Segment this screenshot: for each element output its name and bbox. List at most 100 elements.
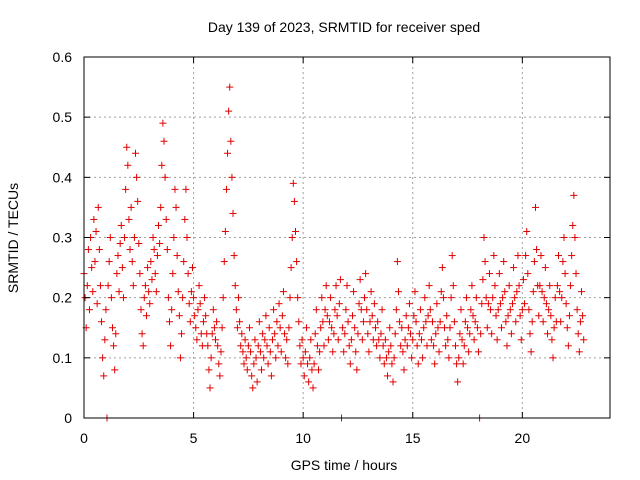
data-point xyxy=(562,300,570,308)
data-point xyxy=(123,143,131,151)
data-point xyxy=(332,282,340,290)
data-point xyxy=(554,252,562,260)
data-point xyxy=(443,312,451,320)
y-tick-label: 0 xyxy=(64,410,72,426)
data-point xyxy=(238,330,246,338)
data-point xyxy=(289,179,297,187)
data-point xyxy=(102,306,110,314)
data-point xyxy=(444,336,452,344)
data-point xyxy=(499,294,507,302)
data-point xyxy=(265,324,273,332)
data-point xyxy=(137,306,145,314)
data-point xyxy=(409,336,417,344)
data-point xyxy=(435,348,443,356)
data-point xyxy=(498,324,506,332)
data-point xyxy=(164,294,172,302)
data-point xyxy=(556,288,564,296)
data-point xyxy=(318,294,326,302)
data-point xyxy=(572,270,580,278)
data-point xyxy=(414,360,422,368)
data-point xyxy=(230,252,238,260)
data-point xyxy=(165,318,173,326)
data-point xyxy=(160,137,168,145)
data-point xyxy=(149,234,157,241)
data-point xyxy=(187,288,195,296)
data-point xyxy=(183,234,191,241)
data-point xyxy=(227,137,235,145)
data-point xyxy=(251,336,259,344)
data-point xyxy=(412,318,420,326)
data-point xyxy=(107,294,115,302)
data-point xyxy=(402,312,410,320)
data-point xyxy=(395,288,403,296)
data-point xyxy=(351,324,359,332)
data-point xyxy=(145,288,153,296)
data-point xyxy=(384,372,392,380)
data-point xyxy=(202,312,210,320)
data-point xyxy=(447,294,455,302)
data-point xyxy=(175,312,183,320)
data-point xyxy=(188,264,196,272)
data-point xyxy=(485,270,493,278)
data-point xyxy=(96,282,104,290)
data-point xyxy=(111,366,119,374)
data-point xyxy=(382,354,390,362)
data-point xyxy=(288,234,296,241)
data-point xyxy=(430,342,438,350)
data-point xyxy=(512,318,520,326)
data-point xyxy=(127,203,135,211)
data-point xyxy=(192,324,200,332)
x-tick-label: 20 xyxy=(515,430,531,446)
data-point xyxy=(212,336,219,344)
x-axis-label: GPS time / hours xyxy=(291,457,398,473)
data-point xyxy=(263,342,271,350)
data-point xyxy=(290,197,298,205)
data-point xyxy=(574,330,582,338)
data-point xyxy=(108,324,116,332)
data-point xyxy=(194,306,202,314)
data-point xyxy=(219,294,227,302)
data-point xyxy=(377,330,385,338)
data-point xyxy=(523,227,531,235)
data-point xyxy=(104,282,112,290)
data-point xyxy=(134,197,142,205)
data-point xyxy=(325,318,333,326)
data-point xyxy=(415,330,423,338)
data-point xyxy=(527,348,535,356)
data-point xyxy=(411,288,419,296)
data-point xyxy=(426,306,434,314)
data-point xyxy=(141,282,149,290)
data-point xyxy=(244,342,252,350)
data-point xyxy=(83,282,91,290)
data-point xyxy=(506,306,514,314)
data-point xyxy=(90,215,98,223)
data-point xyxy=(331,306,339,314)
data-point xyxy=(548,336,556,344)
data-point xyxy=(319,318,327,326)
data-point xyxy=(171,185,179,193)
data-point xyxy=(488,330,496,338)
data-point xyxy=(156,240,164,248)
data-point xyxy=(466,330,474,338)
data-point xyxy=(530,258,538,266)
data-point xyxy=(434,324,442,332)
data-point xyxy=(220,258,228,266)
data-point xyxy=(450,318,458,326)
data-point xyxy=(439,294,447,302)
data-point xyxy=(237,342,245,350)
data-point xyxy=(553,282,561,290)
data-point xyxy=(248,372,256,380)
y-tick-label: 0.6 xyxy=(53,49,73,65)
data-point xyxy=(100,372,108,380)
data-point xyxy=(340,348,348,356)
data-point xyxy=(95,246,103,254)
data-point xyxy=(273,318,281,326)
data-point xyxy=(295,318,303,326)
data-point xyxy=(491,282,499,290)
data-point xyxy=(362,270,370,278)
data-point xyxy=(510,264,518,272)
data-point xyxy=(381,336,389,344)
data-point xyxy=(421,294,429,302)
data-point xyxy=(376,354,384,362)
